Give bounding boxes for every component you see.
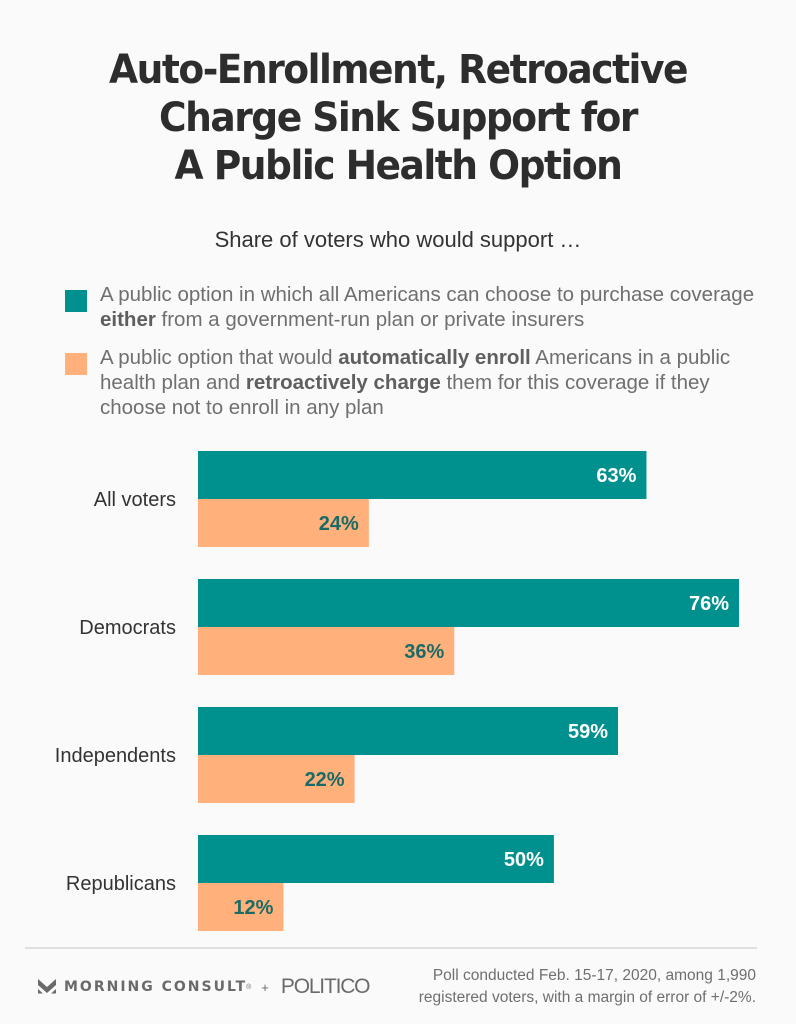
legend-segment: A public option in which all Americans c… (100, 283, 755, 306)
legend-segment: Americans in a public health plan and (100, 346, 731, 394)
title-line: Auto-Enrollment, Retroactive (109, 47, 688, 93)
value-label: 76% (689, 593, 729, 615)
legend-emphasis: retroactively charge (245, 371, 441, 394)
category-label: Republicans (66, 873, 176, 895)
bar-auto-enroll-option (198, 755, 355, 803)
chart-title: Auto-Enrollment, Retroactive Charge Sink… (24, 46, 772, 190)
bar-auto-enroll-option (198, 883, 284, 931)
legend-emphasis: automatically enroll (338, 346, 531, 369)
bar-auto-enroll-option (198, 499, 369, 547)
bar-either-option (198, 835, 554, 883)
title-line: A Public Health Option (174, 143, 623, 189)
legend-swatch-teal (65, 290, 87, 312)
registered-mark: ® (246, 983, 252, 991)
plus-sign: + (261, 979, 269, 995)
morning-consult-logo-text: MORNING CONSULT (64, 979, 248, 995)
source-line: registered voters, with a margin of erro… (418, 989, 756, 1006)
value-label: 63% (596, 465, 636, 487)
bar-chart: All voters 63% 24% Democrats 76% 36% Independe… (55, 451, 739, 931)
legend-segment: them for this coverage if they choose no… (100, 371, 710, 419)
bar-group: Independents 59% 22% (55, 707, 618, 803)
legend-emphasis: either (100, 308, 156, 331)
legend-swatch-orange (65, 353, 87, 375)
value-label: 50% (504, 849, 544, 871)
bar-either-option (198, 451, 647, 499)
chart-subtitle: Share of voters who would support … (214, 227, 582, 252)
bar-group: Democrats 76% 36% (79, 579, 739, 675)
morning-consult-logo-icon (38, 979, 56, 994)
title-line: Charge Sink Support for (159, 95, 638, 141)
bar-either-option (198, 707, 618, 755)
category-label: All voters (94, 489, 176, 511)
bar-auto-enroll-option (198, 627, 455, 675)
politico-logo-text: POLITICO (280, 975, 371, 998)
legend-segment: from a government-run plan or private in… (155, 308, 585, 331)
source-note: Poll conducted Feb. 15-17, 2020, among 1… (336, 965, 756, 1009)
value-label: 22% (305, 769, 345, 791)
value-label: 24% (319, 513, 359, 535)
footer-divider (25, 947, 757, 949)
bar-group: Republicans 50% 12% (66, 835, 554, 931)
footer-logos: MORNING CONSULT ® + POLITICO (38, 974, 371, 1000)
category-label: Democrats (79, 617, 176, 639)
legend-text: A public option in which all Americans c… (100, 282, 780, 332)
bar-either-option (198, 579, 739, 627)
source-line: Poll conducted Feb. 15-17, 2020, among 1… (432, 967, 756, 984)
value-label: 12% (233, 897, 273, 919)
bar-group: All voters 63% 24% (94, 451, 647, 547)
legend-segment: A public option that would (100, 346, 339, 369)
value-label: 36% (404, 641, 444, 663)
value-label: 59% (568, 721, 608, 743)
category-label: Independents (55, 745, 176, 767)
legend-text: A public option that would automatically… (100, 345, 780, 420)
